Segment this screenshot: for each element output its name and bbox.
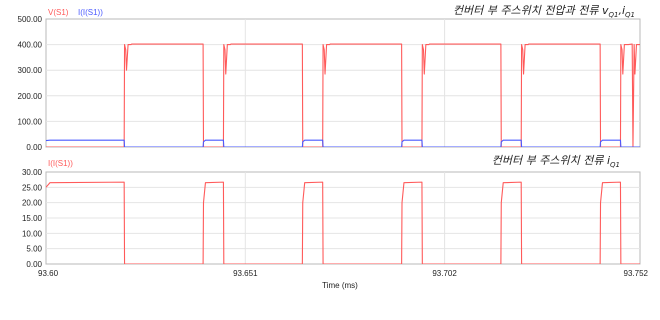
bot-y-tick-label: 30.00 [22, 168, 43, 177]
bot-y-tick-label: 20.00 [22, 199, 43, 208]
bottom-legend-i-s1: I(I(S1)) [48, 159, 73, 168]
top-y-tick-label: 400.00 [18, 41, 43, 50]
bot-y-tick-label: 5.00 [26, 245, 42, 254]
bot-y-tick-label: 0.00 [26, 260, 42, 269]
x-axis-label: Time (ms) [322, 281, 358, 290]
bot-series-line-i-i-s1 [46, 181, 640, 264]
top-y-tick-label: 300.00 [18, 66, 43, 75]
x-tick-label: 93.651 [233, 269, 258, 278]
x-tick-label: 93.752 [624, 269, 649, 278]
top-legend-v-s1: V(S1) [48, 8, 69, 17]
top-y-tick-label: 500.00 [18, 15, 43, 24]
top-series-line-v-s1 [46, 43, 640, 147]
x-tick-label: 93.60 [38, 269, 59, 278]
top-plot-area [45, 18, 641, 148]
top-y-tick-label: 0.00 [26, 143, 42, 152]
top-legend-i-s1: I(I(S1)) [78, 8, 103, 17]
bottom-annotation: 컨버터 부 주스위치 전류 iQ1 [492, 154, 620, 169]
bottom-grid [46, 172, 640, 264]
bottom-x-tick-labels: 93.60 93.651 93.702 93.752 [38, 269, 649, 278]
bot-y-tick-label: 10.00 [22, 229, 43, 238]
bot-y-tick-label: 15.00 [22, 214, 43, 223]
top-series [46, 43, 640, 147]
top-series-line-i-i-s1 [46, 139, 640, 147]
top-y-tick-labels: 0.00 100.00 200.00 300.00 400.00 500.00 [18, 15, 43, 152]
top-panel: 0.00 100.00 200.00 300.00 400.00 500.00 V(S1)… [18, 4, 641, 152]
top-y-tick-label: 200.00 [18, 92, 43, 101]
bottom-y-tick-labels: 0.00 5.00 10.00 15.00 20.00 25.00 30.00 [22, 168, 43, 269]
top-y-tick-label: 100.00 [18, 117, 43, 126]
x-tick-label: 93.702 [432, 269, 457, 278]
bottom-series [46, 181, 640, 264]
top-annotation: 컨버터 부 주스위치 전압과 전류 vQ1,iQ1 [453, 4, 635, 19]
bot-y-tick-label: 25.00 [22, 183, 43, 192]
